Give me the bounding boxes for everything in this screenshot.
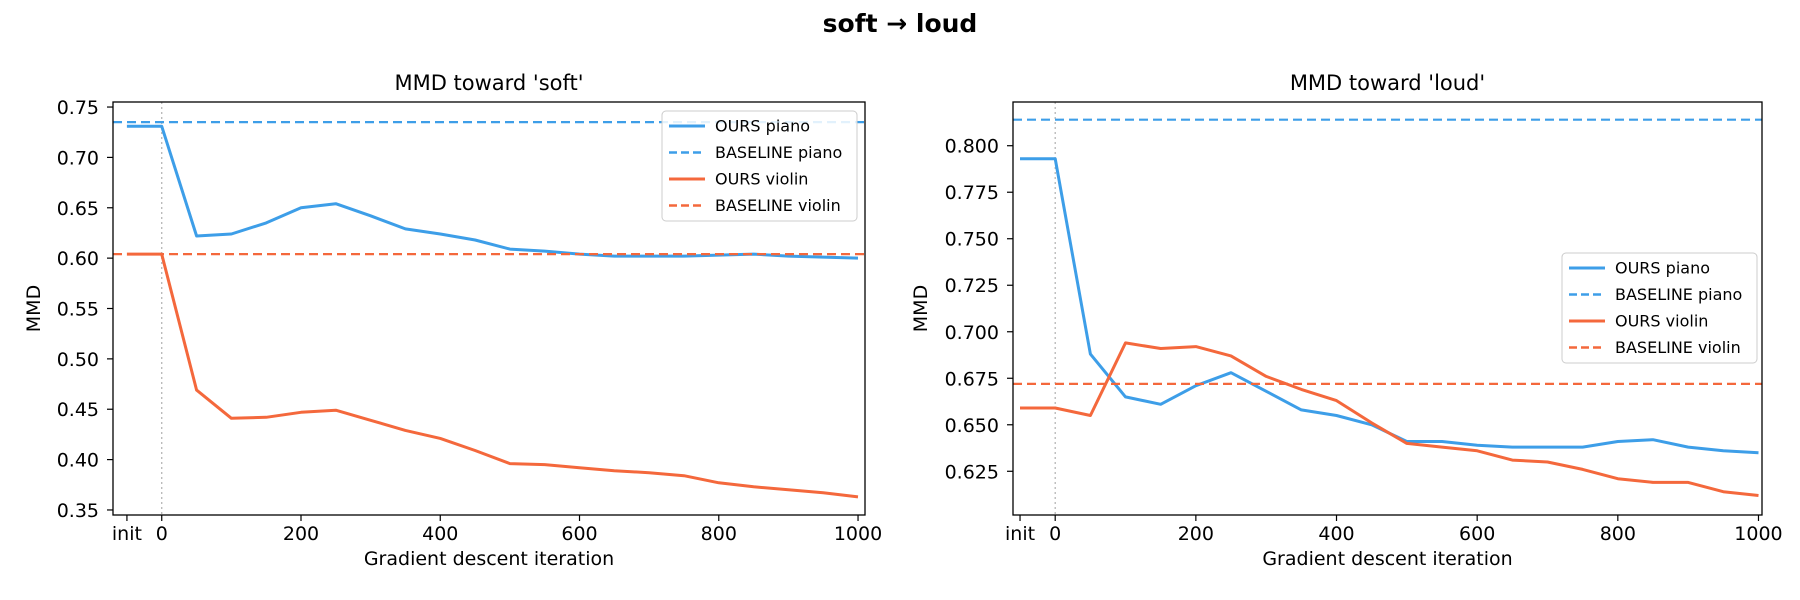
- legend-label-baseline-violin: BASELINE violin: [715, 196, 841, 215]
- x-axis-label: Gradient descent iteration: [1262, 548, 1512, 570]
- y-tick-label: 0.50: [57, 349, 99, 371]
- chart-panel-loud: MMD toward 'loud' init 0 200 400 600 800 1000 0.…: [910, 71, 1783, 570]
- figure-title: soft → loud: [823, 9, 978, 38]
- y-tick-label: 0.75: [57, 97, 99, 119]
- y-tick-label: 0.725: [945, 275, 999, 297]
- ours-violin-line: [1020, 341, 1759, 497]
- x-tick-label: 800: [1600, 523, 1636, 545]
- x-tick-label: 200: [1178, 523, 1214, 545]
- legend-label-ours-piano: OURS piano: [715, 117, 810, 136]
- chart-title: MMD toward 'loud': [1290, 71, 1485, 95]
- y-axis-label: MMD: [23, 285, 45, 332]
- x-axis-label: Gradient descent iteration: [364, 548, 614, 570]
- legend-label-ours-piano: OURS piano: [1615, 259, 1710, 278]
- ours-violin-line: [126, 252, 859, 499]
- x-tick-label: init: [1005, 523, 1035, 545]
- x-tick-label: init: [112, 523, 142, 545]
- y-tick-label: 0.40: [57, 450, 99, 472]
- y-tick-label: 0.55: [57, 299, 99, 321]
- y-tick-label: 0.60: [57, 248, 99, 270]
- chart-panel-soft: MMD toward 'soft' init 0 200 400 600 800 1000 0.…: [23, 71, 882, 570]
- y-tick-label: 0.800: [945, 136, 999, 158]
- x-tick-label: 0: [1049, 523, 1061, 545]
- plot-frame: [1012, 101, 1763, 516]
- y-tick-label: 0.650: [945, 415, 999, 437]
- legend: OURS piano BASELINE piano OURS violin BASEL…: [1561, 252, 1758, 364]
- y-tick-label: 0.700: [945, 322, 999, 344]
- legend-label-baseline-piano: BASELINE piano: [715, 143, 842, 162]
- x-tick-label: 200: [283, 523, 319, 545]
- y-tick-label: 0.45: [57, 399, 99, 421]
- chart-title: MMD toward 'soft': [394, 71, 583, 95]
- x-tick-label: 600: [561, 523, 597, 545]
- x-tick-label: 400: [422, 523, 458, 545]
- x-tick-label: 1000: [1734, 523, 1782, 545]
- legend-label-ours-violin: OURS violin: [715, 170, 808, 189]
- y-tick-label: 0.65: [57, 198, 99, 220]
- y-tick-label: 0.775: [945, 182, 999, 204]
- legend-label-ours-violin: OURS violin: [1615, 312, 1708, 331]
- y-axis-label: MMD: [910, 285, 932, 332]
- x-tick-label: 400: [1318, 523, 1354, 545]
- x-tick-label: 0: [156, 523, 168, 545]
- x-tick-label: 600: [1459, 523, 1495, 545]
- y-tick-label: 0.675: [945, 368, 999, 390]
- x-tick-label: 800: [701, 523, 737, 545]
- x-tick-label: 1000: [834, 523, 882, 545]
- legend: OURS piano BASELINE piano OURS violin BASEL…: [661, 110, 858, 222]
- y-tick-label: 0.750: [945, 229, 999, 251]
- y-tick-label: 0.70: [57, 147, 99, 169]
- y-tick-label: 0.35: [57, 500, 99, 522]
- legend-label-baseline-violin: BASELINE violin: [1615, 338, 1741, 357]
- legend-label-baseline-piano: BASELINE piano: [1615, 285, 1742, 304]
- y-tick-label: 0.625: [945, 461, 999, 483]
